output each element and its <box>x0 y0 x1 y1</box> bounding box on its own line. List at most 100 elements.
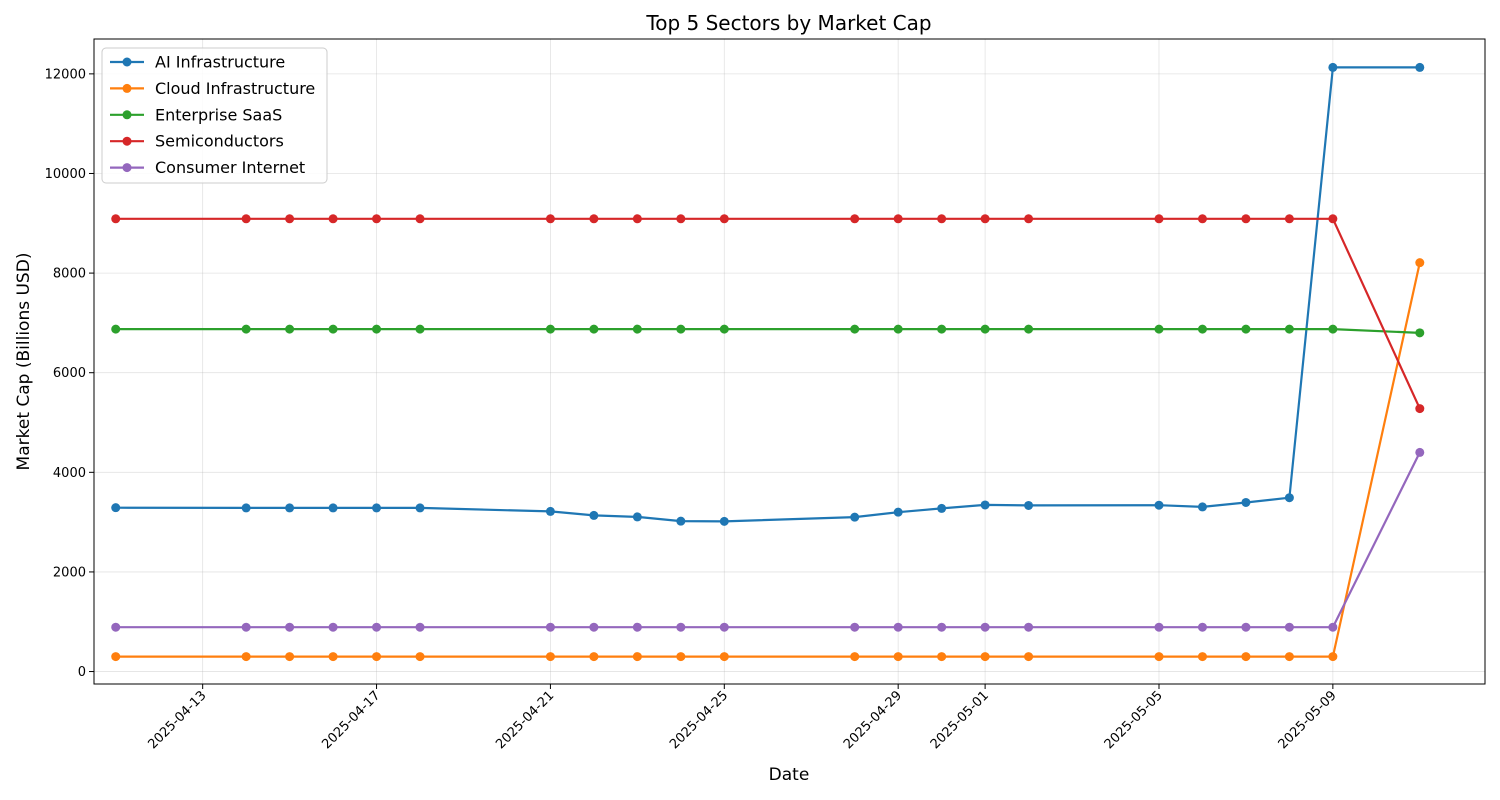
data-point <box>328 324 338 334</box>
data-point <box>632 512 642 522</box>
data-point <box>1197 652 1207 662</box>
series-ai-infrastructure <box>111 62 1425 526</box>
y-tick-label: 10000 <box>45 167 86 182</box>
data-point <box>719 324 729 334</box>
x-tick-label: 2025-05-09 <box>1276 688 1340 752</box>
data-point <box>937 652 947 662</box>
data-point <box>285 324 295 334</box>
data-point <box>937 622 947 632</box>
x-tick-label: 2025-04-13 <box>145 688 209 752</box>
data-point <box>676 324 686 334</box>
data-point <box>545 506 555 516</box>
data-point <box>415 214 425 224</box>
data-point <box>589 510 599 520</box>
data-point <box>850 622 860 632</box>
data-point <box>372 503 382 513</box>
data-point <box>632 214 642 224</box>
legend-item: Semiconductors <box>110 132 284 151</box>
data-point <box>1197 622 1207 632</box>
data-point <box>1284 652 1294 662</box>
data-point <box>1024 622 1034 632</box>
data-point <box>589 652 599 662</box>
data-point <box>1415 62 1425 72</box>
data-point <box>415 622 425 632</box>
x-tick-label: 2025-04-29 <box>841 688 905 752</box>
data-point <box>241 214 251 224</box>
data-point <box>241 324 251 334</box>
data-point <box>545 652 555 662</box>
data-point <box>1154 500 1164 510</box>
legend-item: Enterprise SaaS <box>110 105 282 124</box>
series-consumer-internet <box>111 447 1425 632</box>
y-tick-label: 6000 <box>53 366 86 381</box>
data-point <box>111 652 121 662</box>
data-point <box>285 622 295 632</box>
data-point <box>1154 214 1164 224</box>
legend-box <box>101 47 328 184</box>
data-point <box>241 652 251 662</box>
data-point <box>1154 652 1164 662</box>
data-point <box>980 500 990 510</box>
data-point <box>328 622 338 632</box>
data-point <box>589 622 599 632</box>
data-point <box>1024 652 1034 662</box>
series-line-cloud-infrastructure <box>115 262 1421 658</box>
data-point <box>545 214 555 224</box>
x-axis-label: Date <box>769 765 810 785</box>
data-point <box>1197 502 1207 512</box>
data-point <box>545 324 555 334</box>
data-point <box>1328 622 1338 632</box>
data-point <box>241 622 251 632</box>
data-point <box>415 324 425 334</box>
data-point <box>676 214 686 224</box>
series-enterprise-saas <box>111 324 1425 338</box>
data-point <box>632 622 642 632</box>
data-point <box>676 622 686 632</box>
data-point <box>719 652 729 662</box>
legend-marker <box>122 163 132 173</box>
y-tick-label: 0 <box>78 665 86 680</box>
data-point <box>1328 214 1338 224</box>
data-point <box>1284 324 1294 334</box>
data-point <box>328 214 338 224</box>
data-point <box>850 214 860 224</box>
data-point <box>1024 214 1034 224</box>
data-point <box>1328 62 1338 72</box>
data-point <box>1197 324 1207 334</box>
data-point <box>893 507 903 517</box>
data-point <box>893 622 903 632</box>
data-point <box>1328 652 1338 662</box>
data-point <box>545 622 555 632</box>
data-point <box>415 503 425 513</box>
legend-label: Cloud Infrastructure <box>155 79 315 98</box>
series-line-semiconductors <box>115 217 1421 410</box>
data-point <box>676 516 686 526</box>
series-semiconductors <box>111 214 1425 414</box>
legend-item: Cloud Infrastructure <box>110 79 315 98</box>
data-point <box>241 503 251 513</box>
data-point <box>980 652 990 662</box>
x-axis: 2025-04-13 2025-04-17 2025-04-21 2025-04-25… <box>145 684 1340 752</box>
data-point <box>937 503 947 513</box>
plot-frame <box>93 38 1486 685</box>
data-point <box>1241 214 1251 224</box>
data-point <box>1024 500 1034 510</box>
data-point <box>893 324 903 334</box>
data-point <box>1154 622 1164 632</box>
data-point <box>893 214 903 224</box>
legend-item: AI Infrastructure <box>110 53 285 72</box>
y-tick-label: 12000 <box>45 67 86 82</box>
data-point <box>1415 258 1425 268</box>
data-point <box>372 324 382 334</box>
series-line-consumer-internet <box>115 451 1421 629</box>
data-point <box>372 622 382 632</box>
data-point <box>1284 493 1294 503</box>
x-tick-label: 2025-05-01 <box>928 688 992 752</box>
series-line-enterprise-saas <box>115 328 1420 334</box>
x-tick-label: 2025-04-17 <box>319 688 383 752</box>
data-point <box>1154 324 1164 334</box>
data-point <box>372 652 382 662</box>
data-point <box>850 324 860 334</box>
data-point <box>719 214 729 224</box>
data-point <box>850 652 860 662</box>
